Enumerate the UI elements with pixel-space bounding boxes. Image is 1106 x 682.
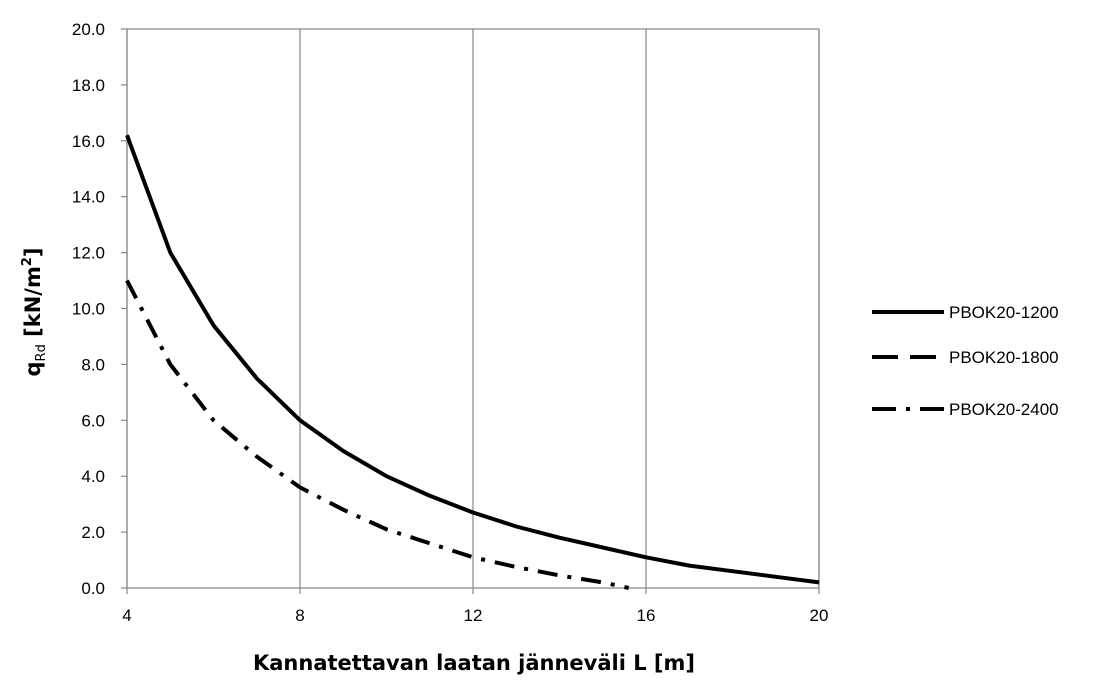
y-axis-title-main: q xyxy=(21,361,45,376)
y-tick-label-12: 12.0 xyxy=(72,244,105,263)
y-tick-label-20: 20.0 xyxy=(72,20,105,39)
y-axis-title: qRd [kN/m2] xyxy=(20,247,49,376)
y-tick-label-4: 4.0 xyxy=(81,467,105,486)
series-lines xyxy=(125,134,820,590)
x-axis-ticks: 4 8 12 16 20 xyxy=(122,588,828,625)
y-axis-title-subscript: Rd xyxy=(34,344,49,361)
x-tick-label-12: 12 xyxy=(464,606,483,625)
x-tick-label-8: 8 xyxy=(295,606,304,625)
legend-label-PBOK20-2400: PBOK20-2400 xyxy=(949,400,1059,419)
x-axis-title: Kannatettavan laatan jänneväli L [m] xyxy=(253,651,695,675)
y-tick-label-8: 8.0 xyxy=(81,355,105,374)
legend: PBOK20-1200 PBOK20-1800 PBOK20-2400 xyxy=(872,303,1059,419)
y-tick-label-10: 10.0 xyxy=(72,300,105,319)
x-tick-label-4: 4 xyxy=(122,606,131,625)
y-tick-label-6: 6.0 xyxy=(81,411,105,430)
legend-label-PBOK20-1200: PBOK20-1200 xyxy=(949,303,1059,322)
y-tick-label-0: 0.0 xyxy=(81,579,105,598)
series-line-PBOK20-2400 xyxy=(125,279,630,590)
y-axis-title-unit-end: ] xyxy=(21,247,45,257)
x-tick-label-16: 16 xyxy=(637,606,656,625)
y-axis-ticks: 0.0 2.0 4.0 6.0 8.0 10.0 12.0 14.0 16.0 18.0 20.0 xyxy=(72,20,127,598)
series-line-PBOK20-1200 xyxy=(125,134,820,585)
y-tick-label-18: 18.0 xyxy=(72,76,105,95)
legend-label-PBOK20-1800: PBOK20-1800 xyxy=(949,348,1059,367)
y-tick-label-2: 2.0 xyxy=(81,523,105,542)
x-tick-label-20: 20 xyxy=(810,606,829,625)
grid-lines xyxy=(126,29,820,588)
y-tick-label-14: 14.0 xyxy=(72,188,105,207)
y-axis-title-unit: [kN/m xyxy=(21,266,45,344)
y-tick-label-16: 16.0 xyxy=(72,132,105,151)
y-axis-title-superscript: 2 xyxy=(20,257,35,266)
